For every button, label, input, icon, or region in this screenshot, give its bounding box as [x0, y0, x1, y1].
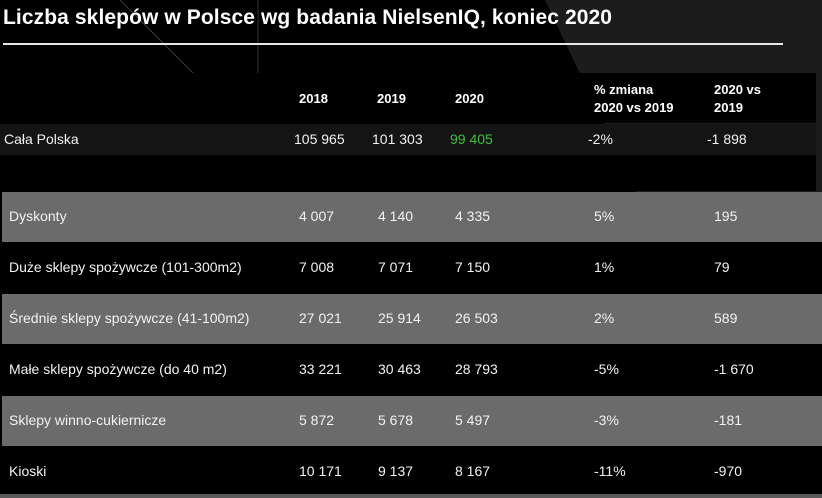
cell-2018: 27 021 — [299, 310, 342, 326]
cell-diff: -181 — [714, 412, 743, 428]
table-row: Kioski 10 171 9 137 8 167 -11% -970 — [2, 447, 822, 497]
header-2020: 2020 — [455, 91, 484, 106]
cell-2020: 99 405 — [450, 131, 493, 147]
cell-diff: -1 898 — [707, 131, 747, 147]
row-label: Kioski — [9, 463, 47, 479]
total-row: Cała Polska 105 965 101 303 99 405 -2% -… — [0, 124, 816, 155]
cell-pct: -3% — [594, 412, 619, 428]
table-row: Małe sklepy spożywcze (do 40 m2) 33 221 … — [2, 345, 822, 395]
row-label: Małe sklepy spożywcze (do 40 m2) — [9, 361, 227, 377]
cell-2019: 5 678 — [378, 412, 414, 428]
header-pct-change: % zmiana 2020 vs 2019 — [594, 82, 674, 115]
table-row: Średnie sklepy spożywcze (41-100m2) 27 0… — [2, 294, 822, 344]
cell-diff: 79 — [714, 259, 730, 275]
header-diff: 2020 vs 2019 — [714, 82, 761, 115]
cell-diff: -1 670 — [714, 361, 754, 377]
cell-diff: -970 — [714, 463, 743, 479]
cell-diff: 195 — [714, 208, 738, 224]
title-divider — [3, 43, 783, 45]
header-2019: 2019 — [377, 91, 406, 106]
row-label: Duże sklepy spożywcze (101-300m2) — [9, 259, 242, 275]
cell-2019: 9 137 — [378, 463, 414, 479]
cell-pct: 5% — [594, 208, 615, 224]
table-row: Duże sklepy spożywcze (101-300m2) 7 008 … — [2, 243, 822, 293]
table-header: 2018 2019 2020 % zmiana 2020 vs 2019 202… — [0, 73, 816, 123]
cell-2020: 26 503 — [455, 310, 498, 326]
row-label: Dyskonty — [9, 208, 67, 224]
row-label: Cała Polska — [4, 131, 79, 147]
cell-2018: 4 007 — [299, 208, 335, 224]
row-label: Sklepy winno-cukiernicze — [9, 412, 167, 428]
cell-2018: 5 872 — [299, 412, 335, 428]
bottom-divider — [0, 494, 822, 498]
cell-2019: 7 071 — [378, 259, 414, 275]
table-row: Dyskonty 4 007 4 140 4 335 5% 195 — [2, 192, 822, 242]
cell-2020: 7 150 — [455, 259, 491, 275]
cell-2019: 25 914 — [378, 310, 421, 326]
cell-2018: 10 171 — [299, 463, 342, 479]
spacer — [0, 155, 816, 191]
table-row: Sklepy winno-cukiernicze 5 872 5 678 5 4… — [2, 396, 822, 446]
header-2018: 2018 — [299, 91, 328, 106]
cell-2019: 101 303 — [372, 131, 423, 147]
cell-pct: -11% — [594, 463, 626, 479]
cell-2019: 4 140 — [378, 208, 414, 224]
page-title: Liczba sklepów w Polsce wg badania Niels… — [3, 6, 613, 29]
cell-2020: 4 335 — [455, 208, 491, 224]
cell-2020: 28 793 — [455, 361, 498, 377]
cell-2020: 8 167 — [455, 463, 491, 479]
cell-2020: 5 497 — [455, 412, 491, 428]
cell-pct: 2% — [594, 310, 615, 326]
cell-pct: 1% — [594, 259, 615, 275]
cell-diff: 589 — [714, 310, 738, 326]
cell-2018: 33 221 — [299, 361, 342, 377]
cell-2018: 7 008 — [299, 259, 335, 275]
row-label: Średnie sklepy spożywcze (41-100m2) — [9, 310, 250, 326]
cell-pct: -2% — [588, 131, 613, 147]
cell-pct: -5% — [594, 361, 619, 377]
cell-2019: 30 463 — [378, 361, 421, 377]
cell-2018: 105 965 — [294, 131, 345, 147]
